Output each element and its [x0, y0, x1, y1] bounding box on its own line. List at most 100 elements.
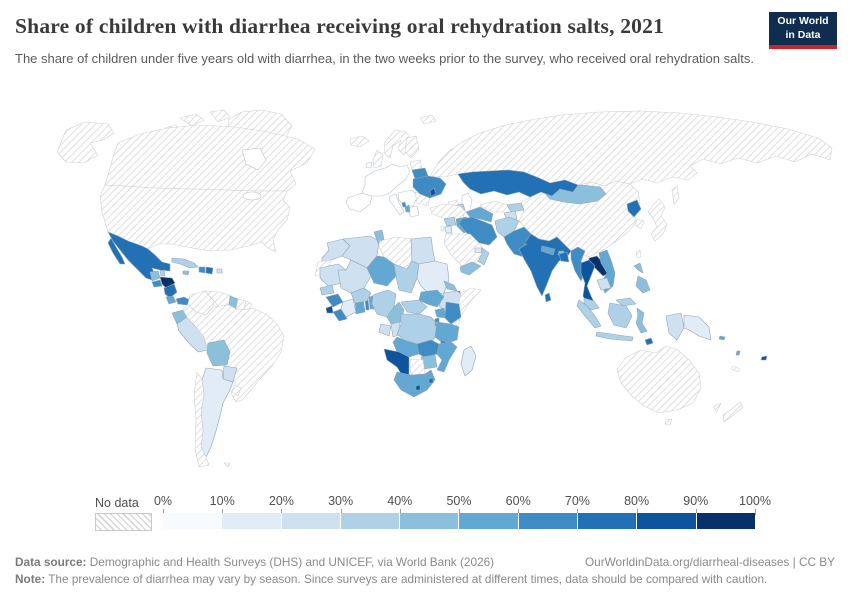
country-burkina-faso[interactable]: [350, 287, 372, 304]
country-kazakhstan[interactable]: [457, 169, 579, 198]
country-belize[interactable]: [159, 269, 166, 277]
country-svalbard[interactable]: [419, 114, 437, 125]
country-indonesia-sumatra[interactable]: [576, 299, 602, 329]
country-cuba[interactable]: [171, 257, 199, 269]
country-ukraine[interactable]: [412, 175, 447, 199]
country-albania[interactable]: [404, 204, 411, 213]
country-senegal[interactable]: [319, 284, 335, 296]
country-tunisia[interactable]: [373, 229, 385, 244]
country-japan[interactable]: [647, 198, 668, 242]
country-liberia[interactable]: [332, 308, 348, 322]
country-mexico[interactable]: [107, 231, 171, 281]
country-iran[interactable]: [458, 216, 498, 246]
country-south-africa[interactable]: [393, 369, 436, 398]
country-nepal[interactable]: [540, 245, 556, 256]
country-indonesia-java[interactable]: [595, 331, 634, 342]
country-timor-leste[interactable]: [644, 337, 654, 346]
country-gabon[interactable]: [378, 323, 392, 337]
country-thailand[interactable]: [580, 259, 596, 307]
country-moldova[interactable]: [429, 187, 437, 197]
country-nicaragua[interactable]: [163, 283, 178, 299]
country-chile[interactable]: [193, 371, 210, 468]
country-brazil[interactable]: [182, 303, 285, 403]
country-puerto-rico[interactable]: [216, 268, 223, 274]
country-india[interactable]: [518, 233, 572, 297]
legend-bin-swatch[interactable]: [459, 513, 519, 529]
legend-bin-swatch[interactable]: [578, 513, 638, 529]
country-tasmania[interactable]: [664, 418, 673, 426]
country-jamaica[interactable]: [182, 270, 190, 276]
country-papua-new-guinea[interactable]: [683, 314, 712, 341]
country-norway-sweden[interactable]: [383, 129, 412, 159]
country-haiti[interactable]: [198, 266, 206, 274]
country-jordan[interactable]: [444, 225, 453, 234]
country-mexico-baja[interactable]: [107, 237, 126, 265]
country-eritrea[interactable]: [443, 280, 458, 292]
country-kenya[interactable]: [444, 301, 462, 325]
legend-bin-swatch[interactable]: [696, 513, 755, 529]
country-south-sudan[interactable]: [418, 289, 445, 308]
country-indonesia-papua[interactable]: [665, 312, 685, 341]
legend-bin-swatch[interactable]: [163, 513, 223, 529]
country-el-salvador[interactable]: [151, 279, 163, 288]
legend-bin-swatch[interactable]: [340, 513, 401, 529]
country-malaysia[interactable]: [583, 297, 637, 311]
country-united-kingdom[interactable]: [372, 149, 384, 169]
country-tanzania[interactable]: [434, 321, 460, 345]
country-turkmenistan[interactable]: [465, 206, 494, 223]
country-kyrgyzstan[interactable]: [506, 202, 525, 213]
country-mozambique[interactable]: [436, 341, 458, 373]
europe-central[interactable]: [361, 163, 411, 197]
country-falkland-islands[interactable]: [223, 462, 231, 468]
legend-bin-swatch[interactable]: [281, 513, 341, 529]
country-dominican-republic[interactable]: [205, 266, 214, 275]
europe-iberia[interactable]: [345, 192, 373, 213]
country-fiji[interactable]: [760, 355, 768, 361]
europe-greece[interactable]: [406, 205, 420, 218]
country-sierra-leone[interactable]: [325, 305, 334, 314]
country-philippines[interactable]: [633, 262, 651, 294]
legend-bin-swatch[interactable]: [222, 513, 282, 529]
country-uruguay[interactable]: [231, 384, 242, 397]
country-sri-lanka[interactable]: [544, 292, 552, 303]
country-oman[interactable]: [477, 247, 490, 266]
no-data-swatch[interactable]: [95, 513, 152, 531]
ireland[interactable]: [365, 161, 373, 169]
country-solomon-islands[interactable]: [718, 335, 726, 341]
country-guinea[interactable]: [325, 293, 344, 308]
country-egypt[interactable]: [410, 236, 436, 265]
country-syria[interactable]: [443, 216, 457, 227]
country-uzbekistan[interactable]: [479, 200, 509, 213]
country-guatemala[interactable]: [149, 270, 161, 282]
country-cote-divoire[interactable]: [340, 298, 357, 318]
country-argentina[interactable]: [200, 367, 234, 458]
europe-italy[interactable]: [388, 193, 405, 216]
country-lesotho[interactable]: [415, 384, 421, 391]
country-indonesia-borneo[interactable]: [607, 302, 633, 329]
country-taiwan[interactable]: [635, 249, 642, 259]
country-botswana[interactable]: [408, 358, 426, 376]
country-uganda[interactable]: [434, 307, 447, 319]
country-israel[interactable]: [440, 225, 445, 232]
country-north-korea[interactable]: [626, 199, 642, 218]
country-cambodia[interactable]: [596, 277, 612, 291]
legend-bin-swatch[interactable]: [400, 513, 460, 529]
country-madagascar[interactable]: [460, 345, 477, 377]
country-sakhalin[interactable]: [671, 185, 680, 205]
country-montenegro[interactable]: [401, 201, 407, 208]
country-new-caledonia[interactable]: [730, 365, 741, 373]
country-iceland[interactable]: [349, 135, 370, 148]
legend-bin-swatch[interactable]: [637, 513, 697, 529]
europe-balkans[interactable]: [397, 189, 419, 207]
country-bolivia[interactable]: [206, 339, 231, 367]
country-new-zealand[interactable]: [712, 401, 744, 423]
country-yemen[interactable]: [459, 261, 482, 276]
country-vanuatu[interactable]: [735, 350, 741, 356]
country-uae[interactable]: [474, 247, 483, 254]
owid-logo[interactable]: Our World in Data: [769, 12, 837, 49]
country-central-african-republic[interactable]: [400, 299, 428, 315]
country-turkey[interactable]: [429, 203, 467, 220]
owid-link[interactable]: OurWorldinData.org/diarrheal-diseases | …: [584, 555, 835, 569]
country-rwanda[interactable]: [434, 317, 440, 323]
country-south-korea[interactable]: [634, 218, 645, 230]
